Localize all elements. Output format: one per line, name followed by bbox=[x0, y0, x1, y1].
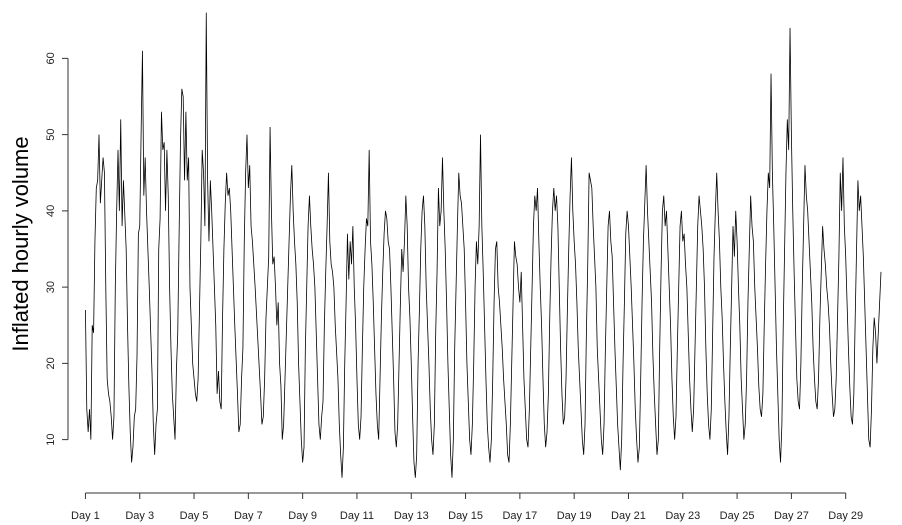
x-tick-label: Day 11 bbox=[340, 510, 374, 522]
x-tick-label: Day 3 bbox=[125, 510, 154, 522]
series-line bbox=[85, 12, 882, 478]
y-tick-label: 50 bbox=[45, 129, 57, 141]
x-tick-label: Day 1 bbox=[71, 510, 100, 522]
x-tick-label: Day 19 bbox=[557, 510, 592, 522]
x-tick-label: Day 13 bbox=[394, 510, 429, 522]
y-axis: 10 20 30 40 50 60 bbox=[45, 52, 69, 446]
y-tick-label: 20 bbox=[45, 357, 57, 369]
x-tick-label: Day 21 bbox=[611, 510, 646, 522]
x-axis: Day 1 Day 3 Day 5 Day 7 Day 9 Day 11 Day 13 Day… bbox=[71, 492, 863, 522]
x-tick-label: Day 17 bbox=[502, 510, 537, 522]
y-tick-label: 10 bbox=[45, 434, 57, 446]
y-tick-label: 30 bbox=[45, 281, 57, 293]
x-tick-label: Day 15 bbox=[448, 510, 483, 522]
x-tick-label: Day 25 bbox=[720, 510, 755, 522]
x-tick-label: Day 29 bbox=[828, 510, 863, 522]
x-tick-label: Day 27 bbox=[774, 510, 809, 522]
y-tick-label: 40 bbox=[45, 205, 57, 217]
x-tick-label: Day 5 bbox=[180, 510, 209, 522]
x-tick-label: Day 7 bbox=[234, 510, 263, 522]
x-tick-label: Day 23 bbox=[665, 510, 700, 522]
y-tick-label: 60 bbox=[45, 52, 57, 64]
y-axis-title: Inflated hourly volume bbox=[8, 136, 33, 351]
x-tick-label: Day 9 bbox=[288, 510, 317, 522]
series-layer bbox=[85, 12, 882, 478]
